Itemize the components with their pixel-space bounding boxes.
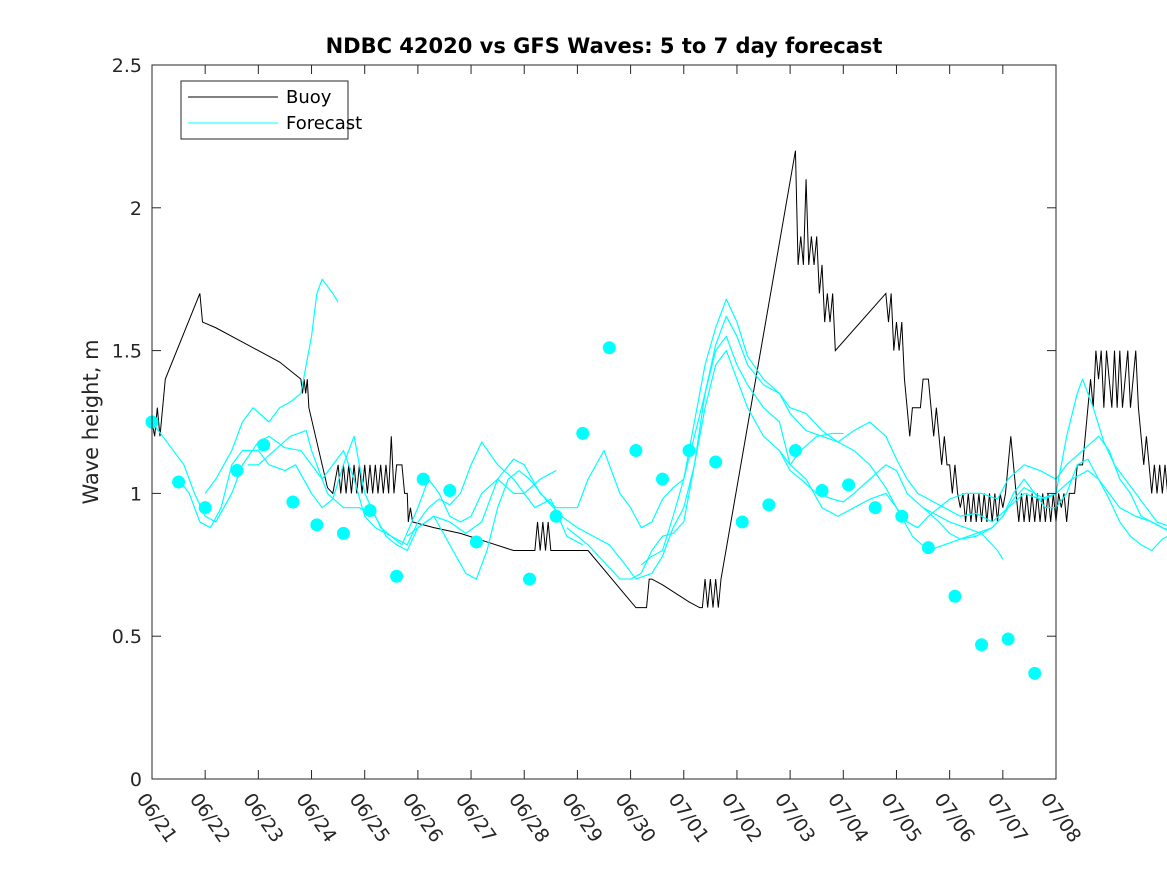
forecast-point [815,484,829,498]
chart-title: NDBC 42020 vs GFS Waves: 5 to 7 day fore… [326,34,883,58]
plot-area-frame [151,64,1057,780]
forecast-point [230,464,244,478]
forecast-point [682,444,696,458]
forecast-line-3 [204,278,339,494]
forecast-point [895,509,909,523]
forecast-point [198,501,212,515]
legend-label-buoy: Buoy [286,87,332,108]
forecast-point [975,638,989,652]
forecast-line-5 [406,350,1004,580]
buoy-series [151,150,1167,609]
forecast-point [523,572,537,586]
y-tick-label: 1 [130,483,142,505]
forecast-point [602,341,616,355]
y-tick-label: 0.5 [112,626,142,648]
forecast-point [842,478,856,492]
forecast-point [469,535,483,549]
y-tick-label: 2 [130,198,142,220]
legend-label-forecast: Forecast [286,113,362,134]
y-tick-label: 2.5 [112,55,142,77]
forecast-point [363,504,377,518]
forecast-line-8 [778,450,1167,552]
forecast-point [549,509,563,523]
forecast-point [948,589,962,603]
forecast-line-4 [247,335,844,552]
forecast-point [1028,666,1042,680]
forecast-point [762,498,776,512]
forecast-point [629,444,643,458]
forecast-point [443,484,457,498]
forecast-line-7 [640,298,1167,566]
forecast-line-1 [151,421,557,546]
forecast-point [416,472,430,486]
buoy-line [151,150,1167,609]
plot-area-background [152,65,1056,779]
forecast-point [735,515,749,529]
forecast-point [576,426,590,440]
forecast-point [336,526,350,540]
forecast-point [655,472,669,486]
forecast-point [286,495,300,509]
forecast-point [709,455,723,469]
legend: Buoy Forecast [180,80,362,140]
forecast-line-9 [922,469,1167,540]
forecast-point [1001,632,1015,646]
forecast-points-group [145,341,1042,680]
forecast-point [921,541,935,555]
legend-box [180,80,349,140]
forecast-point [390,569,404,583]
forecast-point [788,444,802,458]
forecast-point [868,501,882,515]
forecast-point [310,518,324,532]
forecast-point [257,438,271,452]
forecast-point [172,475,186,489]
y-tick-label: 1.5 [112,341,142,363]
y-tick-label: 0 [130,769,142,791]
y-axis-label: Wave height, m [79,339,103,504]
